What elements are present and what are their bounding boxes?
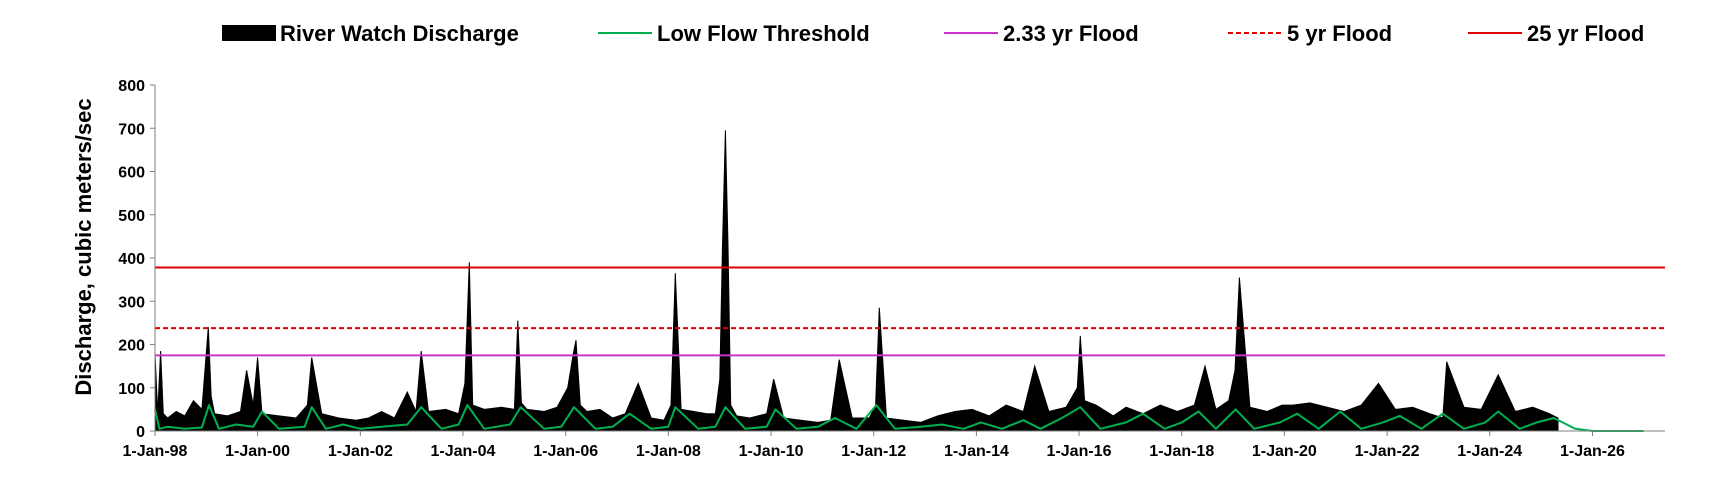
x-tick-label: 1-Jan-04 bbox=[430, 443, 495, 460]
y-tick-label: 700 bbox=[118, 121, 145, 138]
legend-item-low-flow: Low Flow Threshold bbox=[598, 21, 870, 46]
x-tick-label: 1-Jan-06 bbox=[533, 443, 598, 460]
x-tick-label: 1-Jan-16 bbox=[1047, 443, 1112, 460]
y-tick-label: 800 bbox=[118, 78, 145, 95]
plot-area bbox=[154, 130, 1665, 432]
legend-item-25yr-flood: 25 yr Flood bbox=[1468, 21, 1644, 46]
legend-item-discharge: River Watch Discharge bbox=[222, 21, 519, 46]
y-tick-label: 300 bbox=[118, 294, 145, 311]
x-tick-label: 1-Jan-22 bbox=[1355, 443, 1420, 460]
series-area-river-watch-discharge bbox=[154, 130, 1559, 432]
series-line-low-flow-threshold bbox=[154, 404, 1644, 432]
legend-label-discharge: River Watch Discharge bbox=[280, 21, 519, 46]
legend-swatch-discharge bbox=[222, 25, 276, 41]
legend: River Watch Discharge Low Flow Threshold… bbox=[222, 21, 1644, 46]
x-tick-label: 1-Jan-14 bbox=[944, 443, 1009, 460]
x-tick-label: 1-Jan-18 bbox=[1149, 443, 1214, 460]
x-tick-label: 1-Jan-02 bbox=[328, 443, 393, 460]
y-tick-label: 200 bbox=[118, 338, 145, 355]
x-tick-label: 1-Jan-26 bbox=[1560, 443, 1625, 460]
y-tick-label: 500 bbox=[118, 208, 145, 225]
legend-item-5yr-flood: 5 yr Flood bbox=[1228, 21, 1392, 46]
axes: 0 100 200 300 400 500 600 700 800 1-Jan-98 1-Jan-0… bbox=[118, 78, 1665, 460]
y-tick-label: 400 bbox=[118, 251, 145, 268]
legend-item-233-flood: 2.33 yr Flood bbox=[944, 21, 1139, 46]
legend-label-low-flow: Low Flow Threshold bbox=[657, 21, 870, 46]
legend-label-25yr-flood: 25 yr Flood bbox=[1527, 21, 1644, 46]
x-tick-label: 1-Jan-24 bbox=[1457, 443, 1522, 460]
y-tick-label: 600 bbox=[118, 165, 145, 182]
y-axis-title: Discharge, cubic meters/sec bbox=[71, 98, 96, 395]
x-tick-label: 1-Jan-12 bbox=[841, 443, 906, 460]
x-tick-label: 1-Jan-20 bbox=[1252, 443, 1317, 460]
x-tick-label: 1-Jan-10 bbox=[739, 443, 804, 460]
x-tick-label: 1-Jan-08 bbox=[636, 443, 701, 460]
y-tick-label: 100 bbox=[118, 381, 145, 398]
y-tick-label: 0 bbox=[136, 424, 145, 441]
x-tick-label: 1-Jan-00 bbox=[225, 443, 290, 460]
x-tick-label: 1-Jan-98 bbox=[123, 443, 188, 460]
legend-label-233-flood: 2.33 yr Flood bbox=[1003, 21, 1139, 46]
legend-label-5yr-flood: 5 yr Flood bbox=[1287, 21, 1392, 46]
